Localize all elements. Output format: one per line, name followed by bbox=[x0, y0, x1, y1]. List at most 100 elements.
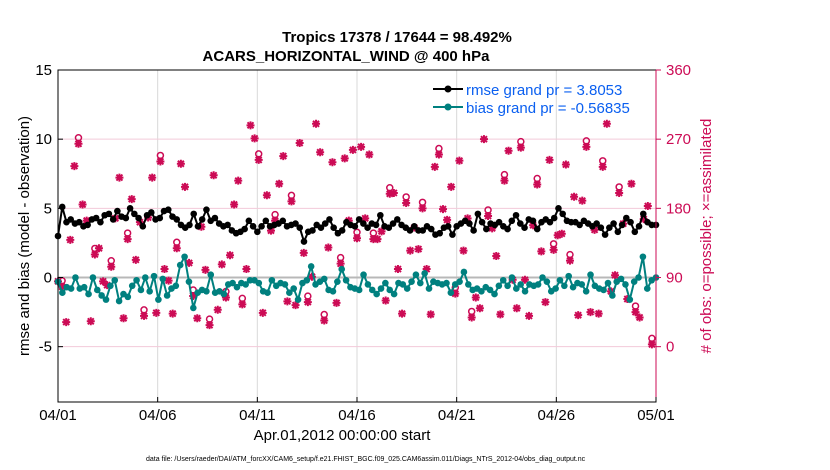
obs-assimilated-marker bbox=[299, 248, 308, 257]
rmse-point bbox=[338, 227, 346, 234]
rmse-point bbox=[75, 218, 83, 226]
rmse-point bbox=[623, 214, 630, 222]
obs-assimilated-marker bbox=[570, 192, 579, 201]
bias-point bbox=[604, 279, 612, 287]
rmse-point bbox=[364, 224, 371, 231]
obs-assimilated-marker bbox=[99, 277, 108, 286]
bias-point bbox=[578, 281, 586, 288]
bias-point bbox=[128, 282, 136, 290]
bias-point bbox=[373, 290, 380, 298]
bias-point bbox=[447, 289, 455, 297]
obs-assimilated-marker bbox=[545, 155, 554, 164]
obs-assimilated-marker bbox=[74, 139, 83, 148]
rmse-point bbox=[436, 229, 444, 237]
rmse-point bbox=[122, 214, 130, 222]
bias-point bbox=[137, 286, 145, 294]
rmse-point bbox=[156, 214, 164, 222]
obs-assimilated-marker bbox=[86, 317, 95, 326]
bias-point bbox=[181, 253, 188, 261]
rmse-point bbox=[262, 217, 270, 225]
bias-point bbox=[264, 289, 271, 297]
obs-assimilated-marker bbox=[266, 226, 275, 235]
bias-point bbox=[355, 286, 363, 294]
bias-point bbox=[386, 286, 394, 294]
obs-assimilated-marker bbox=[377, 227, 386, 236]
bias-point bbox=[172, 282, 180, 290]
obs-assimilated-marker bbox=[148, 173, 157, 182]
chart-title-line1: Tropics 17378 / 17644 = 98.492% bbox=[282, 29, 512, 46]
legend-rmse-label: rmse grand pr = 3.8053 bbox=[466, 82, 622, 99]
obs-assimilated-marker bbox=[402, 198, 411, 207]
obs-assimilated-marker bbox=[246, 121, 255, 130]
obs-assimilated-marker bbox=[209, 171, 218, 180]
obs-assimilated-marker bbox=[635, 313, 644, 322]
rmse-point bbox=[529, 217, 537, 225]
rmse-point bbox=[601, 231, 609, 238]
rmse-point bbox=[372, 221, 380, 229]
obs-assimilated-marker bbox=[643, 202, 652, 211]
bias-point bbox=[517, 281, 524, 288]
obs-assimilated-marker bbox=[471, 293, 480, 302]
legend-bias-label: bias grand pr = -0.56835 bbox=[466, 100, 630, 117]
bias-point bbox=[155, 296, 162, 303]
y-tick-label-right: 90 bbox=[666, 270, 683, 287]
bias-point bbox=[465, 281, 472, 288]
obs-assimilated-marker bbox=[279, 152, 288, 161]
obs-assimilated-marker bbox=[234, 176, 243, 185]
obs-assimilated-marker bbox=[185, 258, 194, 267]
x-tick-label: 05/01 bbox=[637, 407, 675, 424]
obs-assimilated-marker bbox=[365, 150, 374, 159]
obs-assimilated-marker bbox=[262, 191, 271, 200]
series-layer bbox=[54, 119, 660, 349]
rmse-point bbox=[326, 216, 333, 223]
obs-assimilated-marker bbox=[324, 243, 333, 252]
obs-assimilated-marker bbox=[549, 245, 558, 254]
x-tick-label: 04/11 bbox=[239, 407, 275, 424]
obs-assimilated-marker bbox=[479, 135, 488, 144]
obs-assimilated-marker bbox=[66, 235, 75, 244]
bias-point bbox=[412, 271, 420, 279]
bias-point bbox=[539, 274, 546, 281]
bias-point bbox=[364, 281, 372, 288]
obs-assimilated-marker bbox=[590, 225, 599, 234]
obs-assimilated-marker bbox=[172, 244, 181, 253]
rmse-point bbox=[614, 228, 622, 236]
bias-point bbox=[203, 288, 210, 295]
bias-point bbox=[141, 274, 149, 281]
bias-point bbox=[561, 282, 568, 290]
rmse-point bbox=[508, 217, 516, 225]
rmse-point bbox=[576, 221, 583, 229]
y-tick-label-right: 270 bbox=[666, 131, 691, 148]
rmse-point bbox=[92, 214, 100, 222]
rmse-point bbox=[610, 220, 617, 227]
bias-point bbox=[382, 279, 389, 287]
bias-point bbox=[565, 272, 573, 280]
bias-point bbox=[133, 276, 140, 284]
rmse-point bbox=[355, 216, 363, 223]
rmse-point bbox=[292, 220, 299, 227]
obs-assimilated-marker bbox=[275, 179, 284, 188]
rmse-point bbox=[474, 210, 482, 218]
bias-point bbox=[190, 304, 197, 312]
rmse-point bbox=[351, 223, 359, 230]
bias-point bbox=[491, 290, 498, 298]
bias-point bbox=[443, 279, 450, 287]
bias-point bbox=[377, 285, 385, 292]
obs-assimilated-marker bbox=[430, 162, 439, 171]
obs-assimilated-marker bbox=[381, 296, 390, 305]
rmse-point bbox=[321, 220, 329, 227]
obs-assimilated-marker bbox=[422, 265, 431, 274]
obs-assimilated-marker bbox=[459, 246, 468, 255]
rmse-point bbox=[84, 221, 91, 229]
y-tick-label: 15 bbox=[35, 62, 52, 79]
rmse-point bbox=[385, 224, 393, 231]
obs-assimilated-marker bbox=[565, 256, 574, 265]
bias-point bbox=[294, 296, 302, 303]
obs-assimilated-marker bbox=[504, 146, 513, 155]
obs-assimilated-marker bbox=[615, 188, 624, 197]
obs-assimilated-marker bbox=[107, 262, 116, 271]
bias-point bbox=[229, 279, 236, 287]
bias-point bbox=[59, 289, 66, 297]
obs-assimilated-marker bbox=[217, 260, 226, 269]
